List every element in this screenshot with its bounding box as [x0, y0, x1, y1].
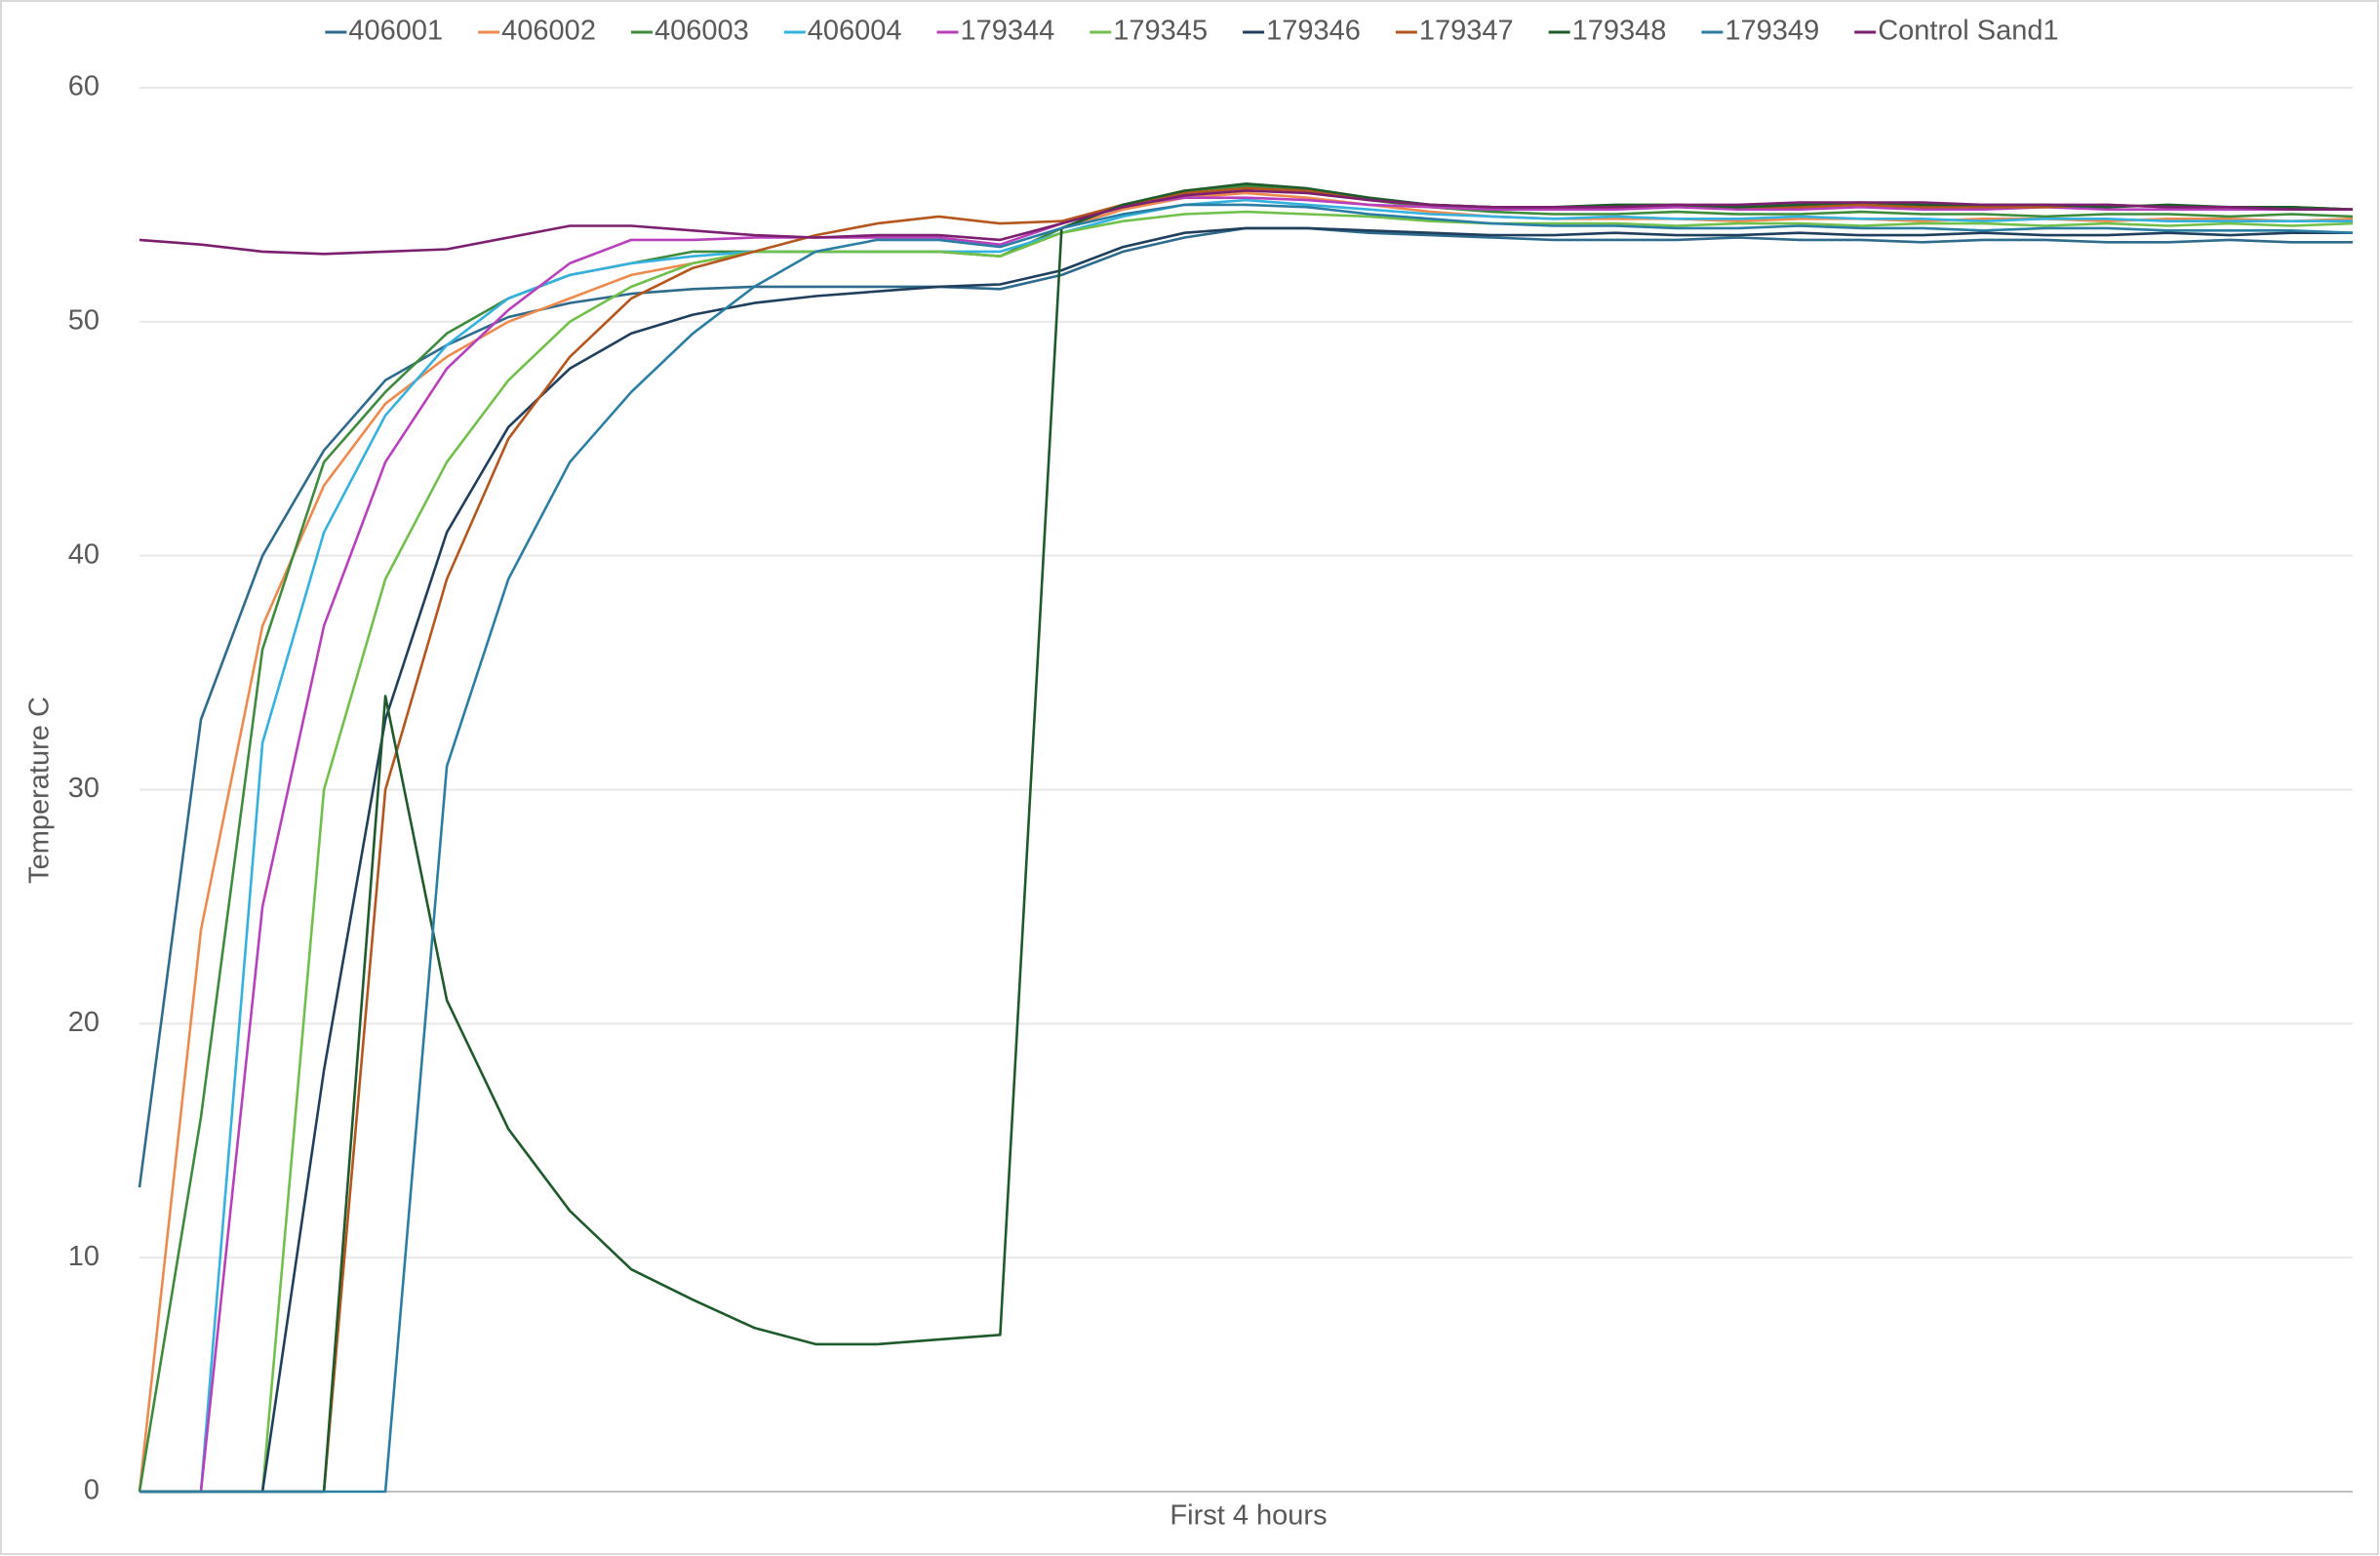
y-axis-label: Temperature C — [24, 697, 56, 884]
series-line — [139, 203, 2354, 1494]
x-axis-label: First 4 hours — [1170, 1500, 1327, 1532]
series-line — [139, 196, 2353, 1494]
legend-label: 179345 — [1113, 16, 1208, 47]
legend-label: 406001 — [348, 16, 443, 47]
series-line — [139, 198, 2353, 1494]
series-line — [139, 210, 2354, 1494]
legend-label: 406004 — [808, 16, 902, 47]
series-line — [139, 186, 2354, 1494]
legend-label: 406003 — [654, 16, 749, 47]
y-tick-label: 30 — [68, 773, 99, 804]
legend-label: 406002 — [501, 16, 596, 47]
legend-label: 179348 — [1572, 16, 1667, 47]
legend-label: 179347 — [1419, 16, 1514, 47]
series-line — [139, 189, 2353, 256]
legend-label: 179346 — [1266, 16, 1361, 47]
y-tick-label: 10 — [68, 1241, 99, 1272]
series-line — [139, 226, 2353, 1494]
legend-label: 179349 — [1725, 16, 1819, 47]
legend: 406001 406002 406003 406004 179344 179345 1793… — [325, 16, 2059, 47]
legend-label: 179344 — [961, 16, 1055, 47]
y-tick-label: 50 — [68, 304, 99, 336]
series-line — [138, 191, 2354, 1493]
legend-label: Control Sand1 — [1878, 16, 2058, 47]
y-tick-label: 40 — [68, 539, 99, 570]
y-tick-label: 0 — [84, 1475, 99, 1506]
y-tick-label: 60 — [68, 71, 99, 102]
y-tick-label: 20 — [68, 1007, 99, 1038]
